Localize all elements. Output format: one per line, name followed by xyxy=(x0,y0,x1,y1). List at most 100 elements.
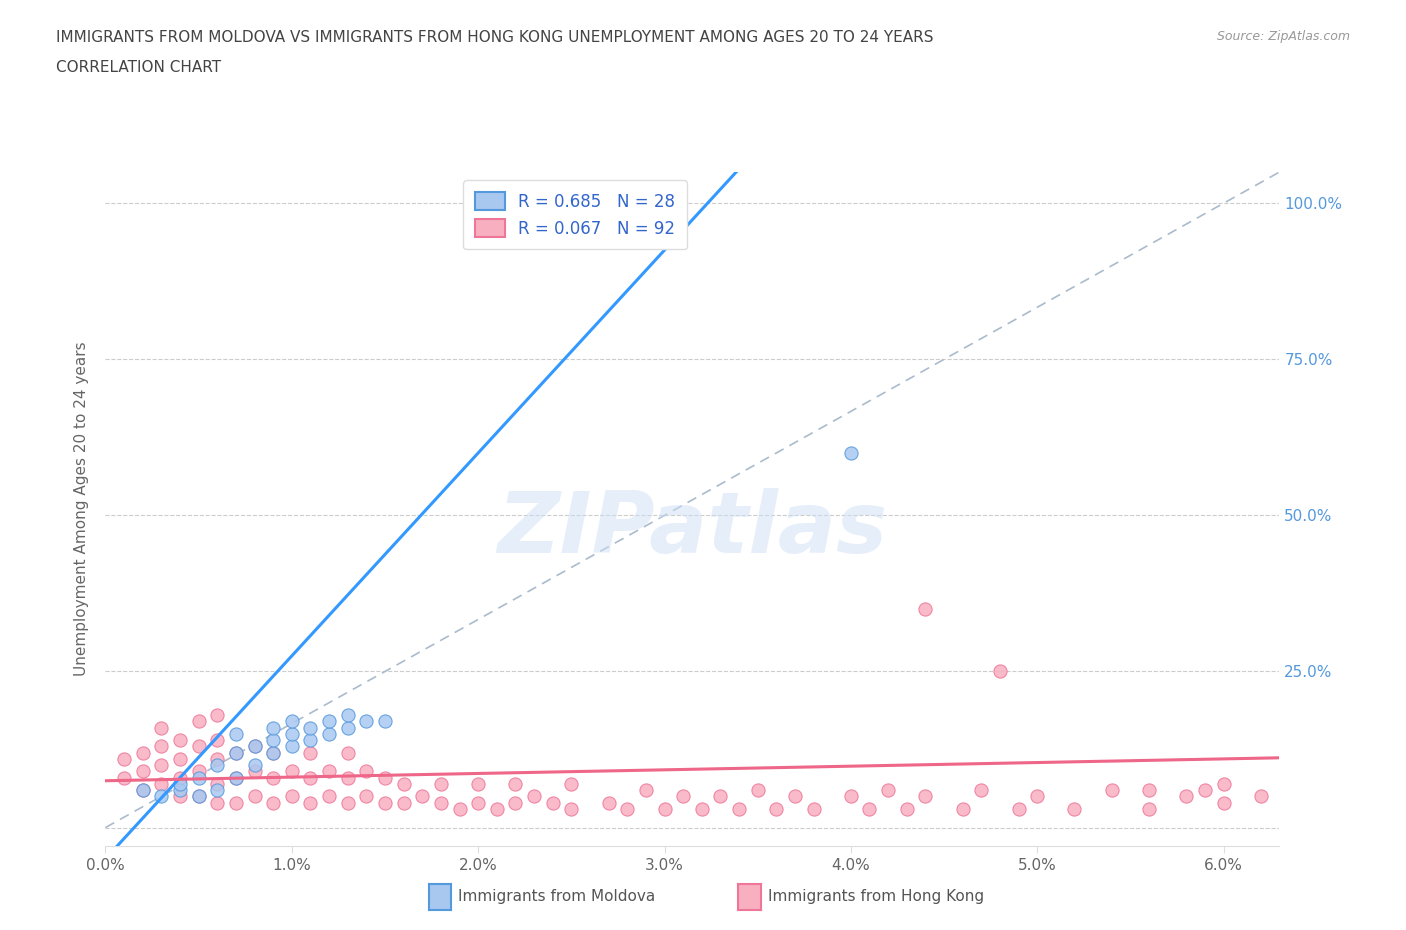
Point xyxy=(1175,789,1198,804)
Point xyxy=(207,708,229,723)
Point xyxy=(281,739,304,754)
Point xyxy=(169,789,191,804)
Point xyxy=(839,445,862,460)
Point xyxy=(225,770,247,785)
Point xyxy=(225,726,247,741)
Point xyxy=(970,783,993,798)
Point xyxy=(281,764,304,778)
Text: IMMIGRANTS FROM MOLDOVA VS IMMIGRANTS FROM HONG KONG UNEMPLOYMENT AMONG AGES 20 : IMMIGRANTS FROM MOLDOVA VS IMMIGRANTS FR… xyxy=(56,30,934,45)
Point xyxy=(560,777,582,791)
Point xyxy=(299,770,322,785)
Point xyxy=(150,720,173,735)
Point xyxy=(1137,802,1160,817)
Point xyxy=(299,795,322,810)
Point xyxy=(132,783,155,798)
Point xyxy=(560,802,582,817)
Point xyxy=(1194,783,1216,798)
Point xyxy=(169,770,191,785)
Point xyxy=(430,795,453,810)
Point xyxy=(1101,783,1123,798)
Point xyxy=(336,745,359,760)
Point xyxy=(747,783,769,798)
Point xyxy=(467,777,489,791)
Text: ZIPatlas: ZIPatlas xyxy=(498,488,887,571)
Point xyxy=(243,739,266,754)
Point xyxy=(877,783,900,798)
Point xyxy=(112,770,135,785)
Point xyxy=(634,783,657,798)
Point xyxy=(1212,777,1234,791)
Legend: R = 0.685   N = 28, R = 0.067   N = 92: R = 0.685 N = 28, R = 0.067 N = 92 xyxy=(463,180,688,249)
Point xyxy=(150,739,173,754)
Point xyxy=(169,733,191,748)
Point xyxy=(336,708,359,723)
Point xyxy=(299,720,322,735)
Point xyxy=(243,764,266,778)
Point xyxy=(709,789,731,804)
Point xyxy=(150,777,173,791)
Point xyxy=(318,764,340,778)
Point xyxy=(896,802,918,817)
Point xyxy=(262,733,284,748)
Point xyxy=(225,770,247,785)
Point xyxy=(505,777,527,791)
Point xyxy=(207,751,229,766)
Point xyxy=(281,789,304,804)
Point xyxy=(318,726,340,741)
Point xyxy=(1026,789,1049,804)
Point xyxy=(262,795,284,810)
Point xyxy=(243,739,266,754)
Point xyxy=(169,751,191,766)
Point xyxy=(356,789,378,804)
Text: Immigrants from Hong Kong: Immigrants from Hong Kong xyxy=(768,889,984,904)
Point xyxy=(374,714,396,729)
Point xyxy=(1063,802,1085,817)
Point xyxy=(262,745,284,760)
Point xyxy=(672,789,695,804)
Point xyxy=(243,758,266,773)
Point xyxy=(1137,783,1160,798)
Point xyxy=(207,733,229,748)
Point xyxy=(858,802,880,817)
Point xyxy=(225,745,247,760)
Point xyxy=(150,789,173,804)
Point xyxy=(262,770,284,785)
Point xyxy=(187,770,209,785)
Point xyxy=(803,802,825,817)
Point xyxy=(207,777,229,791)
Point xyxy=(616,802,638,817)
Point xyxy=(392,795,415,810)
Point xyxy=(541,795,564,810)
Text: CORRELATION CHART: CORRELATION CHART xyxy=(56,60,221,75)
Point xyxy=(187,714,209,729)
Point xyxy=(336,795,359,810)
Point xyxy=(914,602,936,617)
Point xyxy=(225,795,247,810)
Point xyxy=(728,802,751,817)
Point xyxy=(467,795,489,810)
Point xyxy=(356,764,378,778)
Point xyxy=(598,795,620,810)
Point xyxy=(318,714,340,729)
Point xyxy=(356,714,378,729)
Point xyxy=(392,777,415,791)
Point xyxy=(281,726,304,741)
Point xyxy=(262,745,284,760)
Point xyxy=(839,789,862,804)
Point xyxy=(132,783,155,798)
Point xyxy=(523,789,546,804)
Point xyxy=(1212,795,1234,810)
Point xyxy=(988,664,1011,679)
Point xyxy=(336,770,359,785)
Point xyxy=(169,777,191,791)
Point xyxy=(169,783,191,798)
Point xyxy=(112,751,135,766)
Point xyxy=(336,720,359,735)
Point xyxy=(187,739,209,754)
Point xyxy=(485,802,508,817)
Point xyxy=(150,758,173,773)
Point xyxy=(374,770,396,785)
Point xyxy=(411,789,433,804)
Point xyxy=(207,758,229,773)
Text: Source: ZipAtlas.com: Source: ZipAtlas.com xyxy=(1216,30,1350,43)
